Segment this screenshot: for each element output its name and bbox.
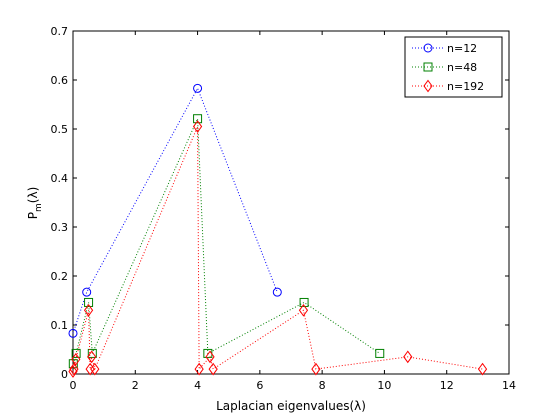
x-tick-label: 12: [440, 379, 454, 392]
x-tick-label: 14: [502, 379, 516, 392]
data-point-n-192: [69, 362, 79, 376]
data-point-n-192: [192, 120, 203, 133]
data-point-n-192: [90, 362, 100, 376]
data-point-n-192: [208, 362, 218, 376]
y-tick-label: 0: [61, 368, 68, 381]
y-tick-label: 0.2: [51, 270, 69, 283]
y-tick-label: 0.1: [51, 319, 69, 332]
legend-marker-n-12: [423, 43, 433, 53]
legend-marker-n-48: [423, 62, 433, 72]
x-tick-label: 10: [377, 379, 391, 392]
y-axis-label-subscript: m: [34, 203, 44, 212]
series-n-192: [68, 120, 488, 378]
y-tick-label: 0.7: [51, 25, 69, 38]
y-tick-label: 0.3: [51, 221, 69, 234]
y-tick-label: 0.6: [51, 74, 69, 87]
data-point-n-192: [194, 362, 204, 376]
legend-label-n-48: n=48: [447, 61, 477, 74]
legend-label-n-192: n=192: [447, 80, 484, 93]
x-tick-label: 8: [319, 379, 326, 392]
x-tick-label: 0: [70, 379, 77, 392]
series-n-12: [68, 83, 282, 338]
y-axis-label: Pm(λ): [26, 187, 44, 220]
y-tick-label: 0.5: [51, 123, 69, 136]
y-axis-label-main: P: [26, 212, 40, 219]
data-point-n-12: [193, 83, 203, 93]
data-point-n-192: [477, 362, 488, 376]
data-point-n-192: [311, 362, 321, 376]
data-point-n-192: [83, 303, 94, 317]
series-line-n-12: [72, 87, 278, 334]
data-point-n-192: [403, 350, 413, 364]
y-tick-label: 0.4: [51, 172, 69, 185]
series-n-48: [68, 114, 385, 369]
data-point-n-48: [375, 348, 385, 358]
data-point-n-48: [84, 297, 94, 307]
x-tick-label: 2: [132, 379, 139, 392]
legend: n=12 n=48 n=192: [404, 36, 503, 98]
legend-marker-n-192: [423, 79, 433, 93]
data-point-n-12: [272, 287, 282, 297]
data-point-n-12: [68, 328, 78, 338]
x-tick-label: 4: [194, 379, 201, 392]
data-point-n-12: [82, 287, 92, 297]
data-point-n-48: [68, 359, 78, 369]
data-point-n-192: [85, 362, 95, 376]
series-layer: [68, 83, 488, 378]
x-tick-label: 6: [256, 379, 263, 392]
data-point-n-192: [298, 303, 309, 317]
data-point-n-192: [87, 350, 97, 364]
data-point-n-192: [205, 350, 215, 364]
data-point-n-48: [71, 348, 81, 358]
data-point-n-192: [71, 352, 81, 366]
x-axis-label: Laplacian eigenvalues(λ): [216, 399, 366, 413]
legend-label-n-12: n=12: [447, 42, 477, 55]
data-point-n-48: [193, 114, 203, 124]
y-axis-label-tail: (λ): [26, 187, 40, 203]
